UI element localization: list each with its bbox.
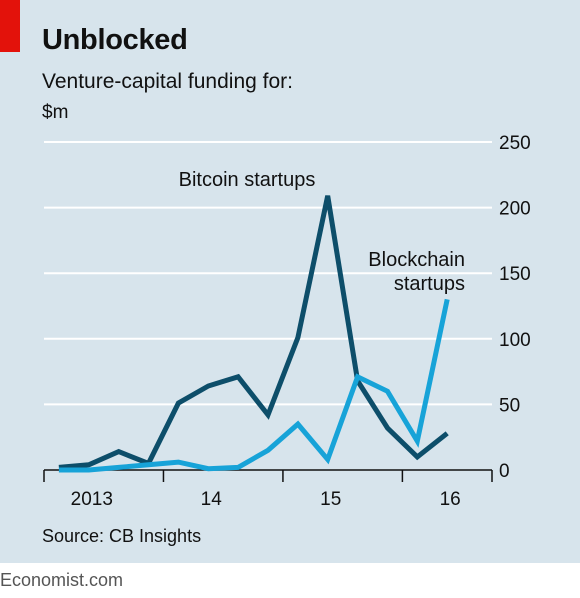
gridlines — [44, 141, 492, 406]
y-tick-label: 250 — [499, 133, 531, 154]
series-label: Bitcoin startups — [179, 169, 316, 191]
series-lines — [58, 195, 450, 473]
x-tick-label: 16 — [440, 489, 461, 510]
brand-footer: Economist.com — [0, 570, 124, 590]
x-axis: 2013 14 15 16 — [43, 469, 493, 510]
x-tick-label: 14 — [201, 489, 223, 510]
x-tick-label: 15 — [320, 489, 341, 510]
y-tick-label: 150 — [499, 264, 531, 285]
y-tick-labels: 0 50 100 150 200 250 — [499, 133, 531, 482]
series-line-bitcoin-startups — [58, 195, 449, 470]
y-tick-label: 100 — [499, 330, 531, 351]
series-label: startups — [394, 273, 465, 295]
y-tick-label: 200 — [499, 199, 531, 220]
series-label: Blockchain — [368, 249, 465, 271]
chart-title: Unblocked — [42, 24, 188, 56]
y-unit-label: $m — [42, 102, 69, 123]
chart-subtitle: Venture-capital funding for: — [42, 70, 293, 93]
y-tick-label: 50 — [499, 395, 520, 416]
brand-red-tag — [0, 0, 20, 52]
x-tick-label: 2013 — [71, 489, 113, 510]
y-tick-label: 0 — [499, 461, 510, 482]
series-line-blockchain-startups — [58, 298, 450, 473]
source-note: Source: CB Insights — [42, 526, 202, 546]
line-chart: 0 50 100 150 200 250 2013 14 15 16 Bitcoin start… — [43, 133, 531, 510]
